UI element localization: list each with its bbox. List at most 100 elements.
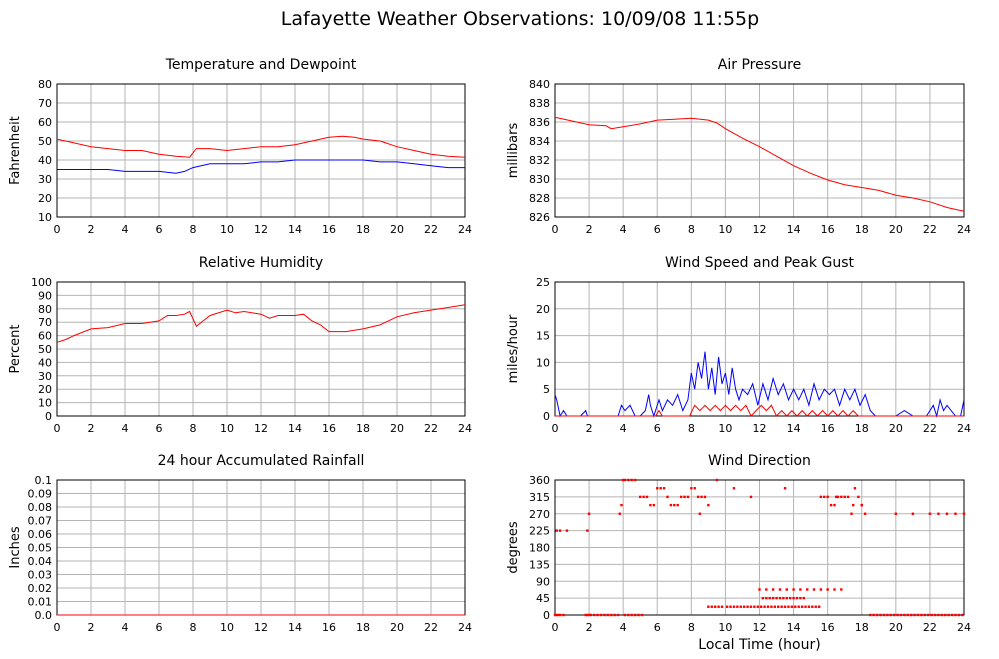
- x-tick-label: 14: [787, 621, 801, 634]
- y-tick-label: 828: [529, 192, 550, 205]
- data-point: [606, 613, 610, 617]
- x-tick-label: 8: [688, 422, 695, 435]
- data-point: [739, 605, 742, 608]
- x-tick-label: 16: [821, 223, 835, 236]
- data-point: [903, 613, 906, 617]
- data-point: [882, 613, 886, 617]
- data-point: [783, 487, 787, 490]
- data-point: [771, 596, 775, 600]
- data-point: [618, 512, 621, 515]
- x-tick-label: 22: [923, 621, 937, 634]
- data-point: [790, 605, 794, 608]
- data-point: [586, 529, 589, 532]
- x-tick-label: 22: [923, 422, 937, 435]
- data-point: [753, 605, 756, 608]
- data-point: [913, 613, 916, 617]
- data-point: [860, 503, 863, 507]
- data-point: [627, 613, 630, 617]
- data-point: [717, 605, 720, 608]
- chart-title: Wind Direction: [708, 453, 811, 469]
- data-point: [909, 613, 913, 617]
- data-point: [937, 613, 940, 617]
- data-point: [603, 613, 606, 617]
- chart-title: Temperature and Dewpoint: [165, 57, 357, 73]
- data-point: [807, 605, 811, 608]
- y-axis-label: Inches: [8, 526, 23, 568]
- data-point: [555, 529, 558, 532]
- y-tick-label: 40: [38, 356, 52, 369]
- x-tick-label: 2: [586, 223, 593, 236]
- y-tick-label: 5: [543, 383, 550, 396]
- data-point: [829, 503, 833, 507]
- data-point: [962, 512, 966, 515]
- data-point: [923, 613, 927, 617]
- data-point: [683, 495, 686, 499]
- data-point: [834, 495, 838, 499]
- data-point: [894, 512, 898, 515]
- x-tick-label: 4: [620, 223, 627, 236]
- data-point: [771, 588, 775, 591]
- data-point: [957, 613, 961, 617]
- y-tick-label: 90: [536, 575, 550, 588]
- x-tick-label: 24: [458, 621, 472, 634]
- data-point: [669, 503, 673, 507]
- data-point: [800, 605, 804, 608]
- x-tick-label: 20: [889, 621, 903, 634]
- x-axis-label: Local Time (hour): [698, 637, 820, 653]
- data-point: [627, 478, 630, 482]
- data-point: [792, 596, 795, 600]
- data-point: [872, 613, 875, 617]
- y-axis-label: Fahrenheit: [8, 116, 23, 185]
- x-tick-label: 8: [688, 223, 695, 236]
- x-tick-label: 24: [458, 223, 472, 236]
- x-tick-label: 2: [586, 422, 593, 435]
- y-tick-label: 826: [529, 211, 550, 224]
- data-point: [686, 495, 690, 499]
- data-point: [553, 613, 557, 617]
- data-point: [707, 503, 710, 507]
- x-tick-label: 10: [220, 223, 234, 236]
- data-point: [715, 478, 719, 482]
- x-tick-label: 20: [889, 422, 903, 435]
- x-tick-label: 22: [424, 422, 438, 435]
- data-point: [788, 596, 792, 600]
- data-point: [630, 613, 633, 617]
- x-tick-label: 8: [688, 621, 695, 634]
- x-tick-label: 14: [288, 621, 302, 634]
- data-point: [562, 613, 565, 617]
- x-tick-label: 20: [889, 223, 903, 236]
- data-point: [811, 605, 814, 608]
- data-point: [802, 596, 806, 600]
- x-tick-label: 12: [254, 223, 268, 236]
- data-point: [954, 613, 957, 617]
- data-point: [911, 512, 915, 515]
- x-tick-label: 16: [322, 422, 336, 435]
- data-point: [863, 512, 867, 515]
- data-point: [640, 613, 644, 617]
- data-point: [766, 605, 770, 608]
- y-tick-label: 20: [38, 192, 52, 205]
- data-point: [775, 596, 778, 600]
- data-point: [616, 613, 620, 617]
- data-point: [836, 495, 840, 499]
- data-point: [780, 605, 783, 608]
- x-tick-label: 22: [424, 621, 438, 634]
- data-point: [656, 487, 659, 490]
- x-tick-label: 18: [356, 223, 370, 236]
- data-point: [679, 495, 683, 499]
- plot-frame: [56, 281, 466, 417]
- data-point: [732, 487, 736, 490]
- data-point: [792, 588, 795, 591]
- x-tick-label: 0: [54, 621, 61, 634]
- data-point: [892, 613, 896, 617]
- data-point: [613, 613, 616, 617]
- data-point: [814, 605, 817, 608]
- x-tick-label: 18: [855, 223, 869, 236]
- y-tick-label: 10: [536, 356, 550, 369]
- x-tick-label: 6: [156, 621, 163, 634]
